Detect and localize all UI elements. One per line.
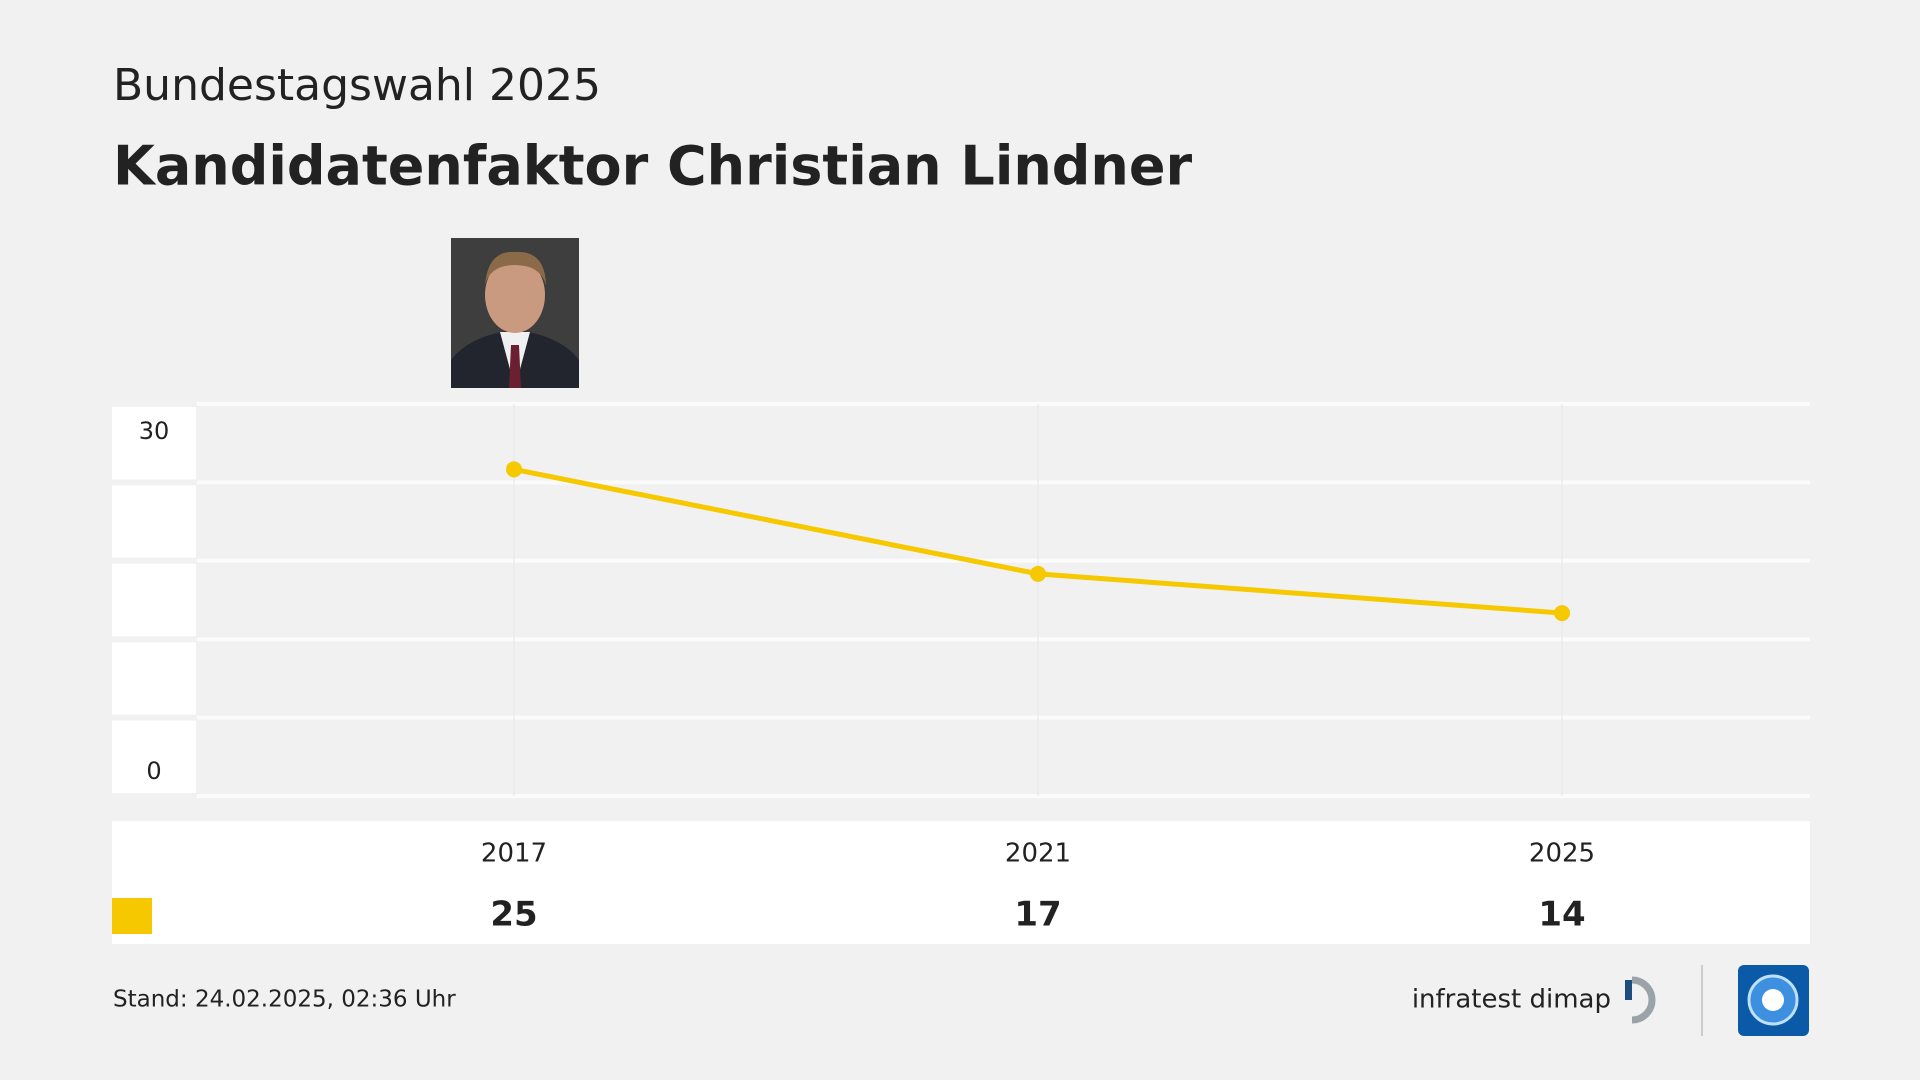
photo-face	[485, 257, 545, 333]
legend-swatch	[112, 898, 152, 934]
source-logo-icon	[1625, 976, 1656, 1024]
axis-band	[112, 485, 196, 558]
logo-bar	[1625, 980, 1632, 1000]
x-tick-label: 2025	[1529, 839, 1595, 869]
photo-tie	[509, 345, 521, 388]
table-background	[112, 821, 1810, 944]
logo-center	[1762, 989, 1784, 1011]
axis-band	[112, 642, 196, 715]
source-logo-text: infratest dimap	[1412, 985, 1611, 1015]
axis-band	[112, 407, 196, 480]
x-tick-label: 2017	[481, 839, 547, 869]
value-label: 17	[1014, 895, 1061, 935]
broadcaster-logo	[1738, 965, 1809, 1036]
value-label: 25	[490, 895, 537, 935]
chart-subtitle: Bundestagswahl 2025	[113, 60, 601, 111]
y-tick-label: 30	[139, 417, 170, 445]
x-tick-label: 2021	[1005, 839, 1071, 869]
point	[1030, 565, 1046, 582]
y-tick-label: 0	[146, 757, 161, 785]
axis-band	[112, 563, 196, 637]
chart-title: Kandidatenfaktor Christian Lindner	[113, 135, 1192, 198]
axis-band	[112, 720, 196, 793]
logo-arc	[1631, 976, 1656, 1024]
value-label: 14	[1538, 895, 1585, 935]
candidate-photo	[451, 238, 579, 388]
photo-hair	[485, 251, 546, 285]
footer-stand: Stand: 24.02.2025, 02:36 Uhr	[113, 987, 456, 1013]
point	[506, 461, 522, 478]
point	[1554, 605, 1570, 622]
